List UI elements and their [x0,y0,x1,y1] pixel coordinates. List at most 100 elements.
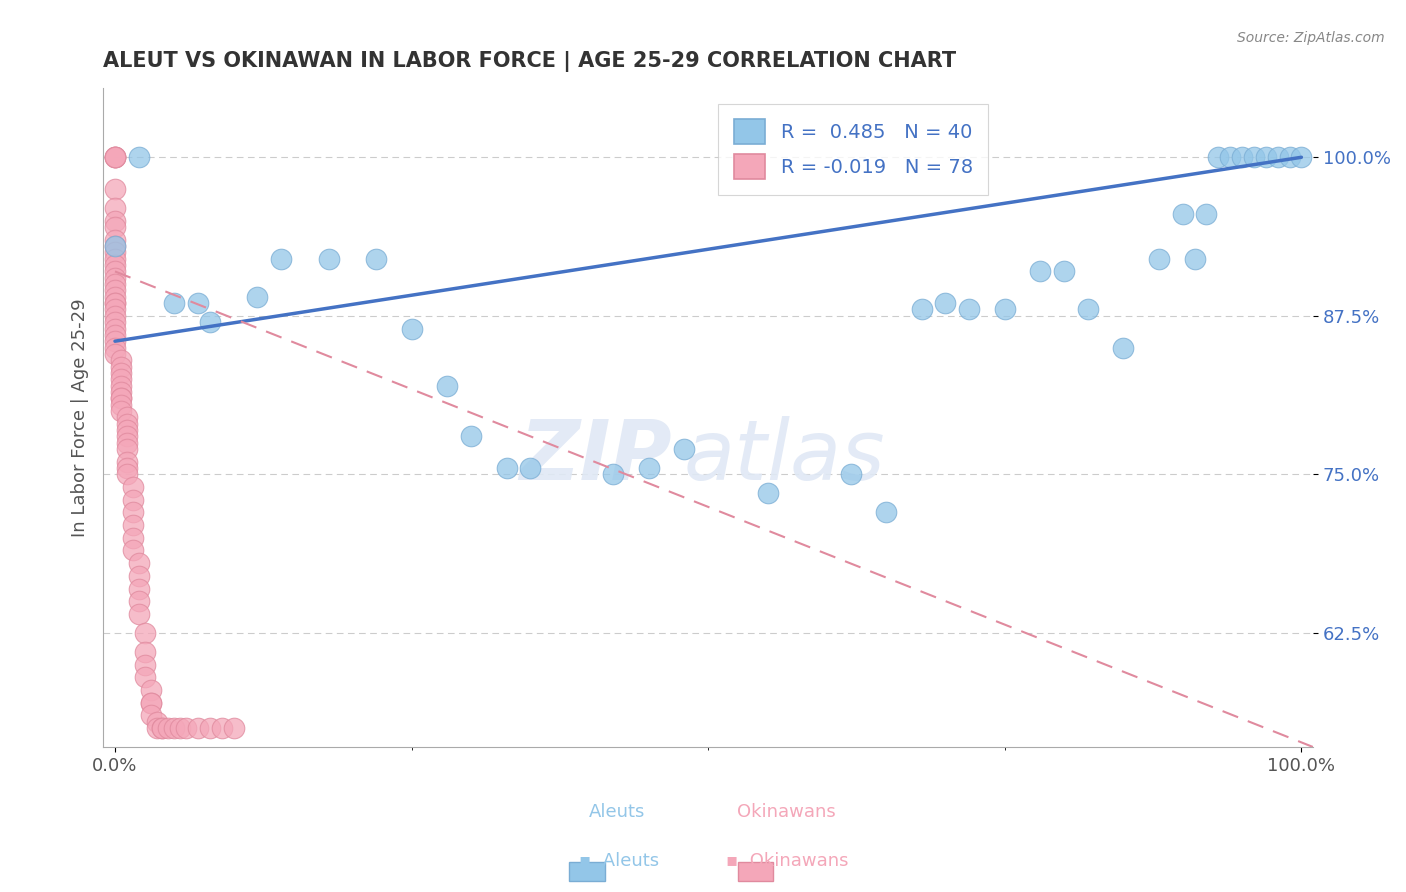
Point [104,239,127,253]
Point [519,461,541,475]
Point [134,626,156,640]
Text: Source: ZipAtlas.com: Source: ZipAtlas.com [1237,31,1385,45]
Point [104,341,127,355]
Point [145,721,167,735]
Point [121,480,143,494]
Point [1254,150,1277,164]
Point [1053,264,1076,278]
Point [104,302,127,317]
Point [128,607,150,621]
Point [104,201,127,215]
Point [104,270,127,285]
Point [104,150,127,164]
Point [104,233,127,247]
Legend: R =  0.485   N = 40, R = -0.019   N = 78: R = 0.485 N = 40, R = -0.019 N = 78 [718,103,988,194]
Y-axis label: In Labor Force | Age 25-29: In Labor Force | Age 25-29 [72,298,89,537]
Point [211,721,233,735]
Point [1029,264,1052,278]
Point [673,442,696,456]
Point [401,321,423,335]
Point [1291,150,1313,164]
Point [1195,207,1218,221]
Point [957,302,980,317]
Point [1208,150,1230,164]
Point [163,721,186,735]
Point [104,347,127,361]
Text: ALEUT VS OKINAWAN IN LABOR FORCE | AGE 25-29 CORRELATION CHART: ALEUT VS OKINAWAN IN LABOR FORCE | AGE 2… [103,51,956,71]
Point [115,442,138,456]
Point [994,302,1017,317]
Point [104,321,127,335]
Point [934,296,956,310]
Point [110,392,132,406]
Point [139,696,162,710]
Point [104,182,127,196]
Point [911,302,934,317]
Point [104,245,127,260]
Point [110,353,132,368]
Point [134,645,156,659]
Point [104,315,127,329]
Point [1278,150,1301,164]
Point [110,398,132,412]
Text: Aleuts: Aleuts [589,803,645,822]
Point [602,467,624,482]
Point [115,429,138,443]
Point [460,429,482,443]
Point [115,461,138,475]
Point [110,384,132,399]
Point [436,378,458,392]
Point [115,467,138,482]
Point [875,505,897,519]
Point [128,594,150,608]
Point [104,213,127,227]
Point [1184,252,1206,266]
Point [198,315,221,329]
Point [270,252,292,266]
Point [1077,302,1099,317]
Point [104,334,127,349]
Point [110,378,132,392]
Point [134,670,156,684]
Point [115,455,138,469]
Point [139,683,162,698]
Point [104,150,127,164]
Point [174,721,197,735]
Point [169,721,191,735]
Point [839,467,862,482]
Point [157,721,180,735]
Point [110,372,132,386]
Point [1171,207,1194,221]
Point [104,239,127,253]
Point [104,296,127,310]
Point [104,284,127,298]
Point [152,721,174,735]
Point [110,392,132,406]
Point [1230,150,1253,164]
Point [128,556,150,570]
Point [139,696,162,710]
Text: ▪  Okinawans: ▪ Okinawans [725,852,849,870]
Point [1243,150,1265,164]
Point [104,290,127,304]
Text: ZIP: ZIP [519,417,672,498]
Point [222,721,245,735]
Point [1267,150,1289,164]
Point [104,309,127,323]
Point [104,220,127,235]
Point [187,721,209,735]
Point [756,486,779,500]
Point [104,264,127,278]
Point [134,657,156,672]
Point [121,492,143,507]
Point [1147,252,1170,266]
Point [104,252,127,266]
Point [128,150,150,164]
Point [495,461,517,475]
Point [1112,341,1135,355]
Point [152,721,174,735]
Point [110,359,132,374]
Point [104,150,127,164]
Point [104,296,127,310]
Point [318,252,340,266]
